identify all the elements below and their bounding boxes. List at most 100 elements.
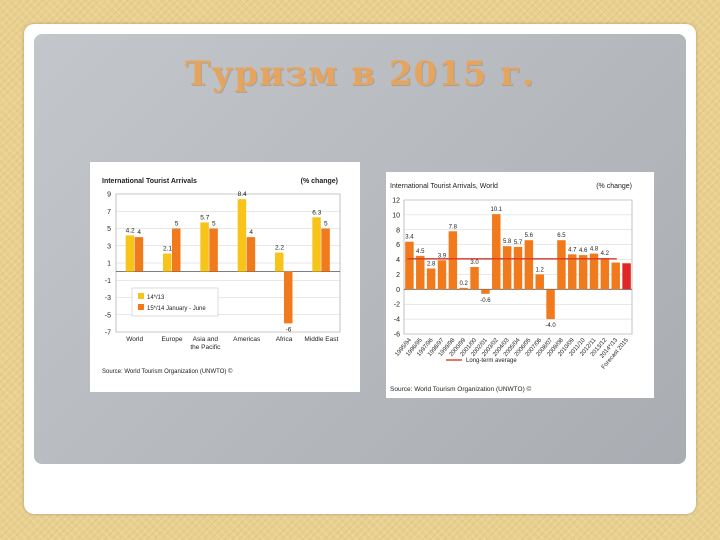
chart1-ytick-label: -7 — [105, 330, 111, 337]
chart1-xtick-label: the Pacific — [190, 344, 221, 351]
chart2-plot: 121086420-2-4-63.41995/944.51996/952.819… — [392, 198, 633, 371]
chart2-data-label: 5.8 — [503, 239, 512, 245]
chart1-bar — [275, 252, 284, 272]
chart2-bar — [426, 268, 436, 290]
chart2-data-label: 2.8 — [427, 261, 436, 267]
chart1-data-label: 5 — [324, 221, 328, 228]
chart1-ytick-label: 9 — [107, 192, 111, 199]
chart2-ytick-label: -2 — [394, 302, 400, 309]
chart1-bar — [125, 235, 135, 272]
chart1-ytick-label: -3 — [105, 295, 111, 302]
chart2-data-label: 1.2 — [536, 267, 545, 273]
chart1-data-label: 5.7 — [200, 214, 209, 221]
chart1-bar — [134, 237, 144, 272]
chart2-source: Source: World Tourism Organization (UNWT… — [390, 386, 532, 393]
chart1-xtick-label: Asia and — [193, 336, 219, 343]
chart2-bar — [578, 255, 588, 290]
chart2-ytick-label: -4 — [394, 317, 400, 324]
chart2-data-label: 10.1 — [490, 207, 502, 213]
chart2-data-label: 7.8 — [449, 224, 458, 230]
chart1-ytick-label: 5 — [107, 226, 111, 233]
chart1-xtick-label: Africa — [276, 336, 293, 343]
chart1-ytick-label: -5 — [105, 312, 111, 319]
chart2-data-label: 4.7 — [568, 247, 577, 253]
regional-arrivals-chart: International Tourist Arrivals (% change… — [90, 162, 360, 392]
chart2-bar — [470, 267, 479, 290]
chart1-bar — [246, 237, 256, 272]
chart1-title: International Tourist Arrivals — [102, 178, 197, 185]
chart2-bar — [492, 214, 501, 290]
chart2-title: International Tourist Arrivals, World — [390, 183, 498, 190]
chart2-ytick-label: 12 — [392, 198, 400, 205]
chart2-bar — [622, 263, 631, 290]
chart2-bar — [611, 262, 620, 290]
chart1-data-label: 5 — [212, 221, 216, 228]
chart2-ytick-label: 6 — [396, 242, 400, 249]
chart2-ytick-label: 4 — [396, 257, 400, 264]
chart2-data-label: 5.6 — [525, 233, 534, 239]
chart2-bar — [557, 240, 566, 290]
chart1-xtick-label: Europe — [162, 336, 183, 343]
chart2-legend-label: Long-term average — [466, 358, 517, 364]
chart1-bar — [200, 222, 209, 272]
chart1-legend-label: 14*/13 — [147, 295, 165, 301]
chart1-ylabel: (% change) — [300, 178, 338, 185]
chart1-ytick-label: 1 — [107, 261, 111, 268]
chart1-source: Source: World Tourism Organization (UNWT… — [102, 369, 233, 375]
chart2-bar — [589, 253, 599, 290]
chart2-data-label: 4.2 — [601, 251, 610, 257]
chart1-legend-label: 15*/14 January - June — [147, 306, 206, 312]
chart1-bar — [321, 228, 330, 272]
chart1-data-label: 8.4 — [238, 191, 247, 198]
chart2-data-label: 3.9 — [438, 253, 447, 259]
chart1-data-label: 2.2 — [275, 245, 284, 252]
chart1-data-label: 4 — [249, 229, 253, 236]
chart1-xtick-label: Americas — [233, 336, 261, 343]
chart1-data-label: 5 — [175, 221, 179, 228]
chart1-ytick-label: 7 — [107, 209, 111, 216]
chart1-data-label: 2.1 — [163, 246, 172, 253]
chart2-data-label: -0.6 — [480, 298, 491, 304]
chart1-bar — [209, 228, 218, 272]
chart2-ytick-label: -6 — [394, 332, 400, 339]
chart2-bar — [481, 289, 490, 294]
chart1-bar — [237, 199, 247, 272]
chart2-ytick-label: 8 — [396, 227, 400, 234]
chart2-ytick-label: 10 — [392, 212, 400, 219]
chart1-data-label: 4.2 — [126, 227, 135, 234]
chart2-bar — [448, 231, 458, 290]
chart1-legend-swatch — [138, 304, 144, 310]
chart1-data-label: 6.3 — [312, 209, 321, 216]
chart2-bar — [502, 246, 512, 290]
chart2-bar — [568, 254, 577, 290]
chart2-ytick-label: 0 — [396, 287, 400, 294]
chart1-bar — [312, 217, 321, 272]
chart1-xtick-label: World — [126, 336, 143, 343]
chart1-ytick-label: -1 — [105, 278, 111, 285]
chart2-data-label: 6.5 — [557, 233, 566, 239]
chart2-bar — [405, 241, 414, 290]
chart2-data-label: 5.7 — [514, 240, 523, 246]
world-arrivals-chart: International Tourist Arrivals, World (%… — [386, 172, 654, 398]
chart2-bar — [437, 260, 447, 290]
chart2-data-label: 4.8 — [590, 247, 599, 253]
chart1-bar — [163, 253, 172, 272]
chart1-bar — [284, 271, 293, 324]
chart1-legend-swatch — [138, 293, 144, 299]
chart1-xtick-label: Middle East — [304, 336, 338, 343]
chart1-ytick-label: 3 — [107, 243, 111, 250]
chart2-data-label: 4.6 — [579, 248, 588, 254]
chart1-data-label: -6 — [286, 326, 292, 333]
chart2-bar — [524, 240, 534, 290]
chart2-data-label: -4.0 — [545, 323, 556, 329]
chart2-bar — [600, 258, 610, 290]
slide-title: Туризм в 2015 г. — [185, 54, 535, 94]
chart1-legend-box — [131, 287, 219, 317]
chart2-data-label: 3.0 — [470, 260, 479, 266]
chart2-data-label: 3.4 — [405, 235, 414, 241]
chart2-bar — [416, 255, 425, 290]
chart2-bar — [546, 289, 555, 320]
chart2-bar — [459, 287, 468, 290]
chart2-bar — [513, 246, 523, 290]
chart2-ytick-label: 2 — [396, 272, 400, 279]
